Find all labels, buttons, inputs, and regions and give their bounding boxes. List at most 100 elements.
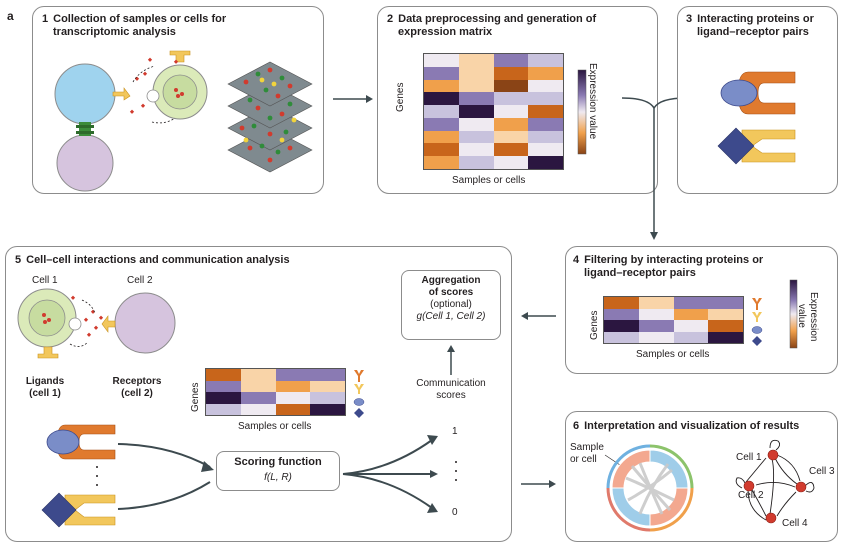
score-tick-0: 0 (452, 507, 458, 518)
network-cell-2-label: Cell 2 (738, 490, 764, 501)
heatmap-cell (493, 92, 529, 106)
panel-2-xlabel: Samples or cells (452, 175, 526, 186)
panel-6-title: 6 Interpretation and visualization of res… (573, 420, 799, 433)
heatmap-cell (673, 308, 709, 320)
cell-1-label: Cell 1 (32, 275, 58, 286)
heatmap-cell (638, 297, 674, 309)
panel-2-title: 2 Data preprocessing and generation of ex… (387, 13, 596, 39)
heatmap-cell (240, 403, 276, 415)
panel-4-title-line1: Filtering by interacting proteins or (584, 254, 764, 266)
heatmap-cell (458, 54, 494, 67)
panel-4-number: 4 (573, 254, 580, 266)
heatmap-cell (528, 117, 563, 131)
heatmap-cell (708, 297, 743, 309)
heatmap-cell (493, 156, 529, 169)
scoring-function-title: Scoring function (234, 456, 322, 468)
ligands-label-line1: Ligands (25, 376, 65, 387)
heatmap-cell (310, 403, 345, 415)
panel-2-title-line1: Data preprocessing and generation of (398, 13, 597, 25)
receptors-label-line2: (cell 2) (121, 388, 153, 399)
heatmap-cell (424, 105, 459, 118)
heatmap-cell (240, 380, 276, 392)
heatmap-cell (604, 297, 639, 309)
network-cell-4-label: Cell 4 (782, 518, 808, 529)
filtered-heatmap (603, 296, 744, 344)
heatmap-cell (673, 331, 709, 343)
heatmap-cell (275, 403, 311, 415)
heatmap-cell (638, 308, 674, 320)
panel-2-title-line2: expression matrix (398, 26, 493, 38)
panel-5-title: 5 Cell–cell interactions and communicatio… (15, 254, 290, 267)
heatmap-cell (528, 156, 563, 169)
panel-5-xlabel: Samples or cells (238, 421, 312, 432)
heatmap-cell (458, 156, 494, 169)
heatmap-cell (275, 369, 311, 381)
scoring-function-box (216, 451, 340, 491)
pair-ligand-diamond-icon (41, 492, 77, 528)
heatmap-cell (424, 79, 459, 93)
heatmap-cell (493, 117, 529, 131)
heatmap-cell (310, 369, 345, 381)
receptor-icon (169, 50, 191, 63)
heatmap-cell (206, 380, 241, 392)
heatmap-cell (528, 92, 563, 106)
panel-6-title-text: Interpretation and visualization of resu… (584, 420, 800, 432)
heatmap-cell (493, 105, 529, 118)
heatmap-cell (493, 143, 529, 157)
communication-scores-line1: Communication (416, 378, 486, 389)
heatmap-cell (528, 66, 563, 80)
heatmap-cell (493, 79, 529, 93)
heatmap-cell (275, 380, 311, 392)
heatmap-cell (604, 331, 639, 343)
sample-or-cell-label: Sample or cell (570, 442, 604, 466)
heatmap-cell (493, 66, 529, 80)
heatmap-cell (424, 143, 459, 157)
heatmap-cell (240, 369, 276, 381)
panel-4-title: 4 Filtering by interacting proteins or li… (573, 254, 763, 280)
ligand-oval-icon (720, 79, 758, 107)
heatmap-cell (708, 308, 743, 320)
heatmap-cell (424, 92, 459, 106)
heatmap-cell (458, 143, 494, 157)
pair-receptor-yellow-icon (64, 494, 116, 526)
receptors-label-line1: Receptors (112, 376, 162, 387)
communication-scores-line2: scores (436, 390, 466, 401)
heatmap-cell (528, 143, 563, 157)
panel-6-number: 6 (573, 420, 580, 432)
aggregation-function: g(Cell 1, Cell 2) (416, 311, 486, 322)
heatmap-cell (604, 320, 639, 332)
heatmap-cell (458, 79, 494, 93)
panel-2-number: 2 (387, 13, 394, 25)
pair-ligand-oval-icon (46, 429, 80, 455)
heatmap-cell (424, 117, 459, 131)
heatmap-cell (528, 54, 563, 67)
heatmap-cell (708, 331, 743, 343)
panel-5-title-text: Cell–cell interactions and communication… (26, 254, 290, 266)
ellipsis-left (96, 466, 98, 486)
aggregation-line3: (optional) (430, 299, 472, 310)
panel-1-title: 1 Collection of samples or cells for tran… (42, 13, 226, 39)
heatmap-cell (240, 392, 276, 404)
cell-1-ligand-icon (37, 346, 59, 359)
panel-3-title-line2: ligand–receptor pairs (697, 26, 809, 38)
network-cell-1-label: Cell 1 (736, 452, 762, 463)
receptor-yellow-icon (741, 129, 796, 163)
cell-2-label: Cell 2 (127, 275, 153, 286)
ligand-icon (112, 87, 131, 101)
heatmap-cell (458, 66, 494, 80)
sample-label-line2: or cell (570, 454, 597, 465)
node-cell-4-icon (765, 512, 777, 524)
node-cell-3-icon (795, 481, 807, 493)
score-tick-1: 1 (452, 426, 458, 437)
heatmap-cell (493, 130, 529, 144)
heatmap-cell (673, 297, 709, 309)
heatmap-cell (604, 308, 639, 320)
